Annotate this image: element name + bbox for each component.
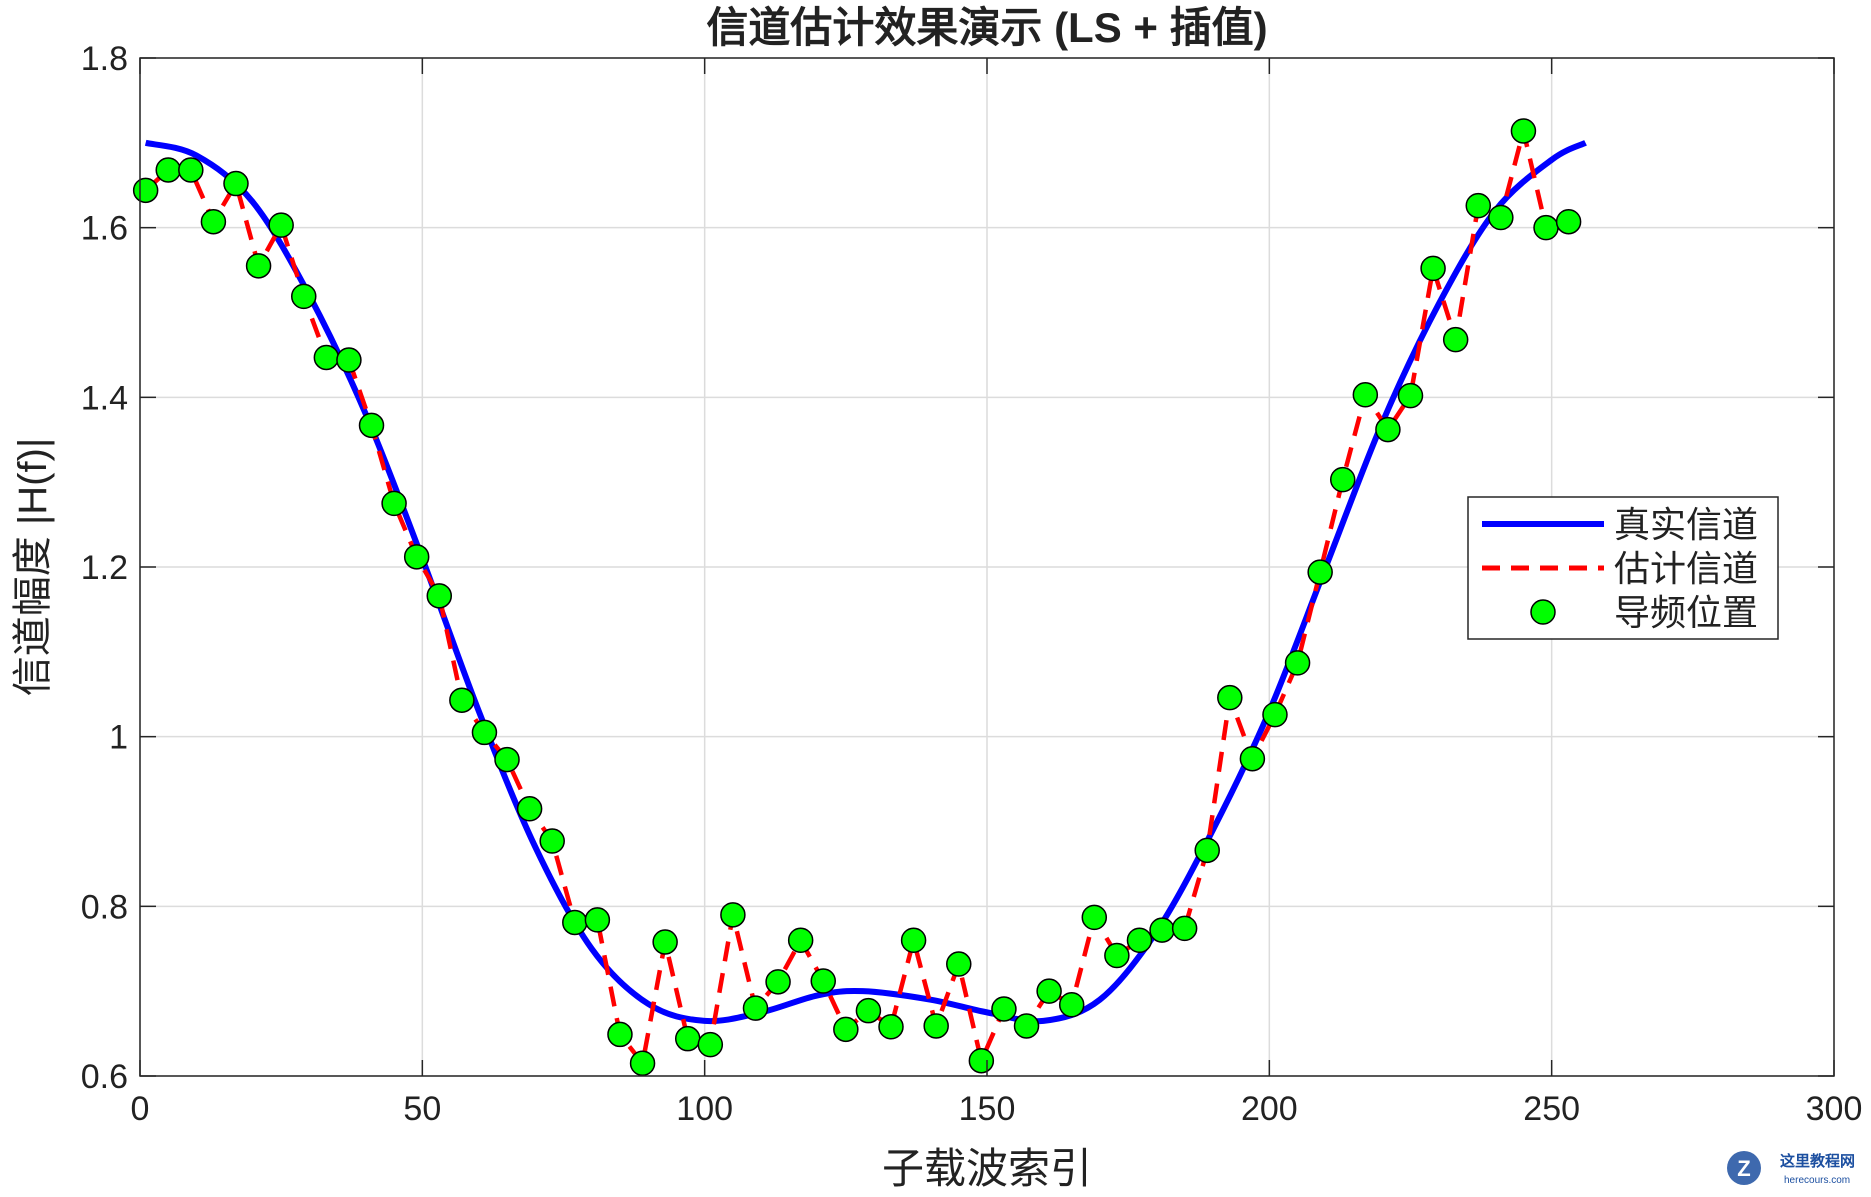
pilot-marker <box>1284 650 1311 676</box>
pilot-marker <box>223 170 249 197</box>
pilot-marker <box>607 1021 633 1048</box>
pilot-marker <box>562 909 588 936</box>
pilot-marker <box>1488 204 1514 231</box>
y-tick-label: 1.6 <box>81 210 128 248</box>
pilot-marker <box>1420 255 1446 282</box>
pilot-marker <box>720 902 746 928</box>
x-tick-label: 200 <box>1241 1090 1298 1128</box>
legend: 真实信道 估计信道 导频位置 <box>1467 496 1779 640</box>
y-tick-label: 0.8 <box>81 888 128 926</box>
pilot-marker <box>652 929 678 955</box>
pilot-marker <box>991 996 1017 1022</box>
svg-text:herecours.com: herecours.com <box>1784 1175 1850 1186</box>
chart-title: 信道估计效果演示 (LS + 插值) <box>706 4 1267 51</box>
ticks: 0 50 100 150 200 250 300 0.6 0.8 1 1.2 1.4 1.6 1.8 <box>81 40 1863 1128</box>
pilot-marker <box>1171 915 1198 942</box>
pilot-marker <box>629 1050 656 1077</box>
y-tick-label: 0.6 <box>81 1058 128 1096</box>
pilot-marker <box>1352 382 1379 408</box>
x-tick-label: 300 <box>1806 1090 1863 1128</box>
pilot-marker <box>291 283 317 310</box>
pilot-marker <box>787 927 814 954</box>
legend-label-true: 真实信道 <box>1614 504 1758 545</box>
x-tick-label: 0 <box>131 1090 150 1128</box>
pilot-marker <box>900 927 927 954</box>
x-tick-label: 250 <box>1523 1090 1580 1128</box>
pilot-marker <box>1262 701 1288 728</box>
y-axis-label: 信道幅度 |H(f)| <box>11 438 55 697</box>
pilot-marker <box>1126 927 1153 954</box>
pilot-marker <box>1217 684 1243 711</box>
pilot-marker <box>1013 1013 1040 1039</box>
pilot-marker <box>403 544 430 570</box>
pilot-marker <box>494 746 520 773</box>
pilot-marker <box>1036 978 1062 1004</box>
svg-text:Z: Z <box>1737 1156 1750 1181</box>
pilot-marker <box>268 212 294 238</box>
pilot-marker <box>1058 991 1085 1018</box>
pilot-marker <box>155 157 181 183</box>
x-tick-label: 50 <box>403 1090 441 1128</box>
pilot-marker <box>946 951 972 977</box>
pilot-marker <box>878 1014 904 1040</box>
pilot-marker <box>855 997 882 1024</box>
pilot-marker <box>1081 904 1108 931</box>
pilot-marker <box>1442 326 1469 353</box>
pilot-marker <box>516 796 543 822</box>
series-layer <box>132 118 1587 1077</box>
pilot-marker <box>1397 382 1424 409</box>
pilot-marker <box>1194 837 1220 864</box>
pilot-marker <box>765 969 791 995</box>
legend-swatch-pilot <box>1530 599 1556 625</box>
pilot-marker <box>1533 214 1559 241</box>
x-axis-label: 子载波索引 <box>882 1145 1092 1192</box>
y-tick-label: 1.8 <box>81 40 128 78</box>
pilot-marker <box>539 828 565 854</box>
y-tick-label: 1.4 <box>81 379 128 417</box>
pilot-marker <box>1149 917 1175 943</box>
pilot-marker <box>1375 416 1401 443</box>
pilot-marker <box>1329 466 1356 493</box>
pilot-marker <box>200 208 227 235</box>
pilot-marker <box>336 347 362 373</box>
y-tick-label: 1.2 <box>81 549 128 587</box>
pilot-marker <box>833 1016 859 1043</box>
pilot-marker <box>584 907 611 933</box>
pilot-marker <box>968 1047 995 1074</box>
legend-label-pilot: 导频位置 <box>1614 592 1758 633</box>
series-estimated-channel-line <box>144 130 1570 1069</box>
pilot-marker <box>1510 118 1537 144</box>
pilot-marker <box>1307 559 1333 585</box>
pilot-marker <box>426 583 453 609</box>
watermark-logo: Z 这里教程网 herecours.com <box>1727 1151 1855 1186</box>
svg-text:这里教程网: 这里教程网 <box>1780 1152 1855 1170</box>
pilot-marker <box>810 968 836 994</box>
pilot-marker <box>132 177 159 204</box>
pilot-marker <box>471 719 498 746</box>
pilot-marker <box>674 1025 701 1052</box>
pilot-marker <box>313 344 340 371</box>
pilot-marker <box>245 253 272 279</box>
pilot-marker <box>742 995 769 1021</box>
pilot-marker <box>358 412 385 439</box>
pilot-marker <box>923 1013 949 1039</box>
y-tick-label: 1 <box>109 719 128 757</box>
pilot-marker <box>1104 942 1130 969</box>
pilot-marker <box>449 687 475 713</box>
pilot-marker <box>381 490 407 517</box>
pilot-marker <box>1465 192 1492 219</box>
pilot-marker <box>1555 208 1582 235</box>
pilot-marker <box>178 157 204 183</box>
x-tick-label: 150 <box>959 1090 1016 1128</box>
x-tick-label: 100 <box>676 1090 733 1128</box>
legend-label-est: 估计信道 <box>1614 548 1758 589</box>
pilot-marker <box>1239 745 1266 772</box>
pilot-marker <box>697 1031 724 1058</box>
